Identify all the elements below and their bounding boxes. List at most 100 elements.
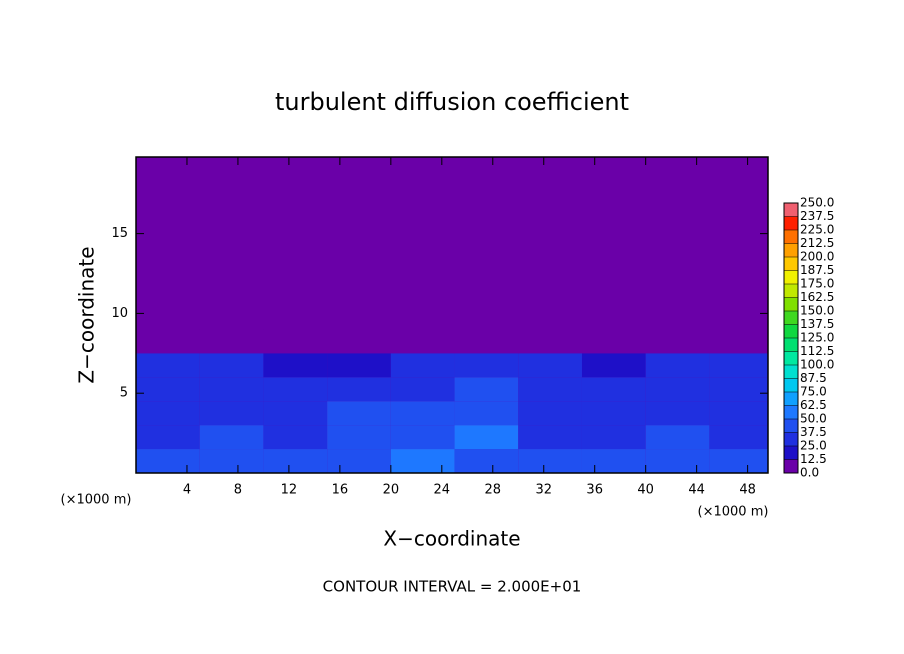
field-cell (136, 425, 200, 450)
colorbar-label: 100.0 (800, 358, 834, 372)
colorbar-label: 162.5 (800, 290, 834, 304)
field-cell (581, 401, 646, 426)
field-cell (454, 329, 519, 354)
field-cell (199, 377, 264, 402)
field-cell (263, 329, 328, 354)
field-cell (327, 425, 391, 450)
colorbar-label: 237.5 (800, 209, 834, 223)
colorbar-band (784, 338, 798, 352)
field-cell (454, 401, 519, 426)
colorbar-label: 200.0 (800, 250, 834, 264)
colorbar-label: 137.5 (800, 317, 834, 331)
field-cell (645, 329, 710, 354)
x-tick-label: 24 (434, 483, 451, 498)
field-cell (709, 401, 768, 426)
colorbar-band (784, 297, 798, 311)
colorbar-label: 212.5 (800, 236, 834, 250)
field-cell (263, 377, 328, 402)
field-cell (390, 401, 455, 426)
field-cell (454, 425, 519, 450)
colorbar-label: 250.0 (800, 196, 834, 210)
field-cell (263, 401, 328, 426)
field-cell (645, 425, 710, 450)
colorbar-band (784, 365, 798, 379)
y-tick-label: 10 (111, 306, 128, 321)
x-tick-label: 48 (739, 483, 756, 498)
colorbar-label: 37.5 (800, 425, 827, 439)
colorbar-label: 12.5 (800, 452, 827, 466)
x-tick-label: 40 (637, 483, 654, 498)
x-tick-label: 20 (383, 483, 400, 498)
colorbar-band (784, 392, 798, 406)
x-tick-label: 36 (586, 483, 603, 498)
field-cell (327, 329, 391, 354)
colorbar-band (784, 446, 798, 460)
colorbar-label: 0.0 (800, 466, 819, 480)
colorbar-band (784, 203, 798, 217)
field-cell (390, 329, 455, 354)
colorbar-label: 112.5 (800, 344, 834, 358)
field-cell (518, 401, 582, 426)
field-cell (136, 449, 200, 473)
field-cell (390, 353, 455, 378)
y-tick-label: 15 (111, 226, 128, 241)
colorbar-band (784, 230, 798, 244)
field-cell (581, 377, 646, 402)
field-cell (327, 353, 391, 378)
field-cell (709, 449, 768, 473)
field-cell (199, 425, 264, 450)
colorbar-label: 125.0 (800, 331, 834, 345)
x-unit: (×1000 m) (698, 505, 769, 520)
field-cell (454, 377, 519, 402)
y-axis-label: Z−coordinate (75, 246, 99, 383)
x-tick-label: 8 (234, 483, 242, 498)
colorbar-label: 75.0 (800, 385, 827, 399)
field-cell (199, 329, 264, 354)
colorbar-band (784, 459, 798, 473)
field-cell (645, 449, 710, 473)
colorbar-band (784, 378, 798, 392)
field-cell (390, 377, 455, 402)
field-cell (327, 449, 391, 473)
colorbar-band (784, 284, 798, 298)
field-cell (581, 329, 646, 354)
footer-note: CONTOUR INTERVAL = 2.000E+01 (323, 578, 582, 596)
colorbar-label: 225.0 (800, 223, 834, 237)
field-cell (518, 425, 582, 450)
field-cell (136, 401, 200, 426)
colorbar-label: 175.0 (800, 277, 834, 291)
x-tick-label: 16 (332, 483, 349, 498)
colorbar-label: 150.0 (800, 304, 834, 318)
colorbar-label: 187.5 (800, 263, 834, 277)
field-cell (199, 401, 264, 426)
x-tick-label: 28 (485, 483, 502, 498)
field-cell (645, 377, 710, 402)
field-cell (136, 353, 200, 378)
field-cell (390, 449, 455, 473)
field-cell (199, 449, 264, 473)
x-tick-label: 44 (688, 483, 705, 498)
colorbar-band (784, 243, 798, 257)
field-cell (709, 425, 768, 450)
x-tick-label: 12 (281, 483, 298, 498)
field-cell (263, 425, 328, 450)
field-cell (709, 329, 768, 354)
colorbar-band (784, 432, 798, 446)
field-cell (454, 449, 519, 473)
field-cell (581, 449, 646, 473)
field-cell (581, 353, 646, 378)
colorbar-label: 50.0 (800, 412, 827, 426)
field-cell (645, 353, 710, 378)
colorbar-band (784, 311, 798, 325)
field-cell (709, 377, 768, 402)
colorbar-label: 87.5 (800, 371, 827, 385)
colorbar-band (784, 419, 798, 433)
field-cell (199, 353, 264, 378)
field-cell (581, 425, 646, 450)
colorbar-band (784, 405, 798, 419)
field-cell (709, 353, 768, 378)
colorbar-band (784, 257, 798, 271)
y-unit: (×1000 m) (61, 493, 132, 508)
plot-frame (135, 156, 769, 474)
